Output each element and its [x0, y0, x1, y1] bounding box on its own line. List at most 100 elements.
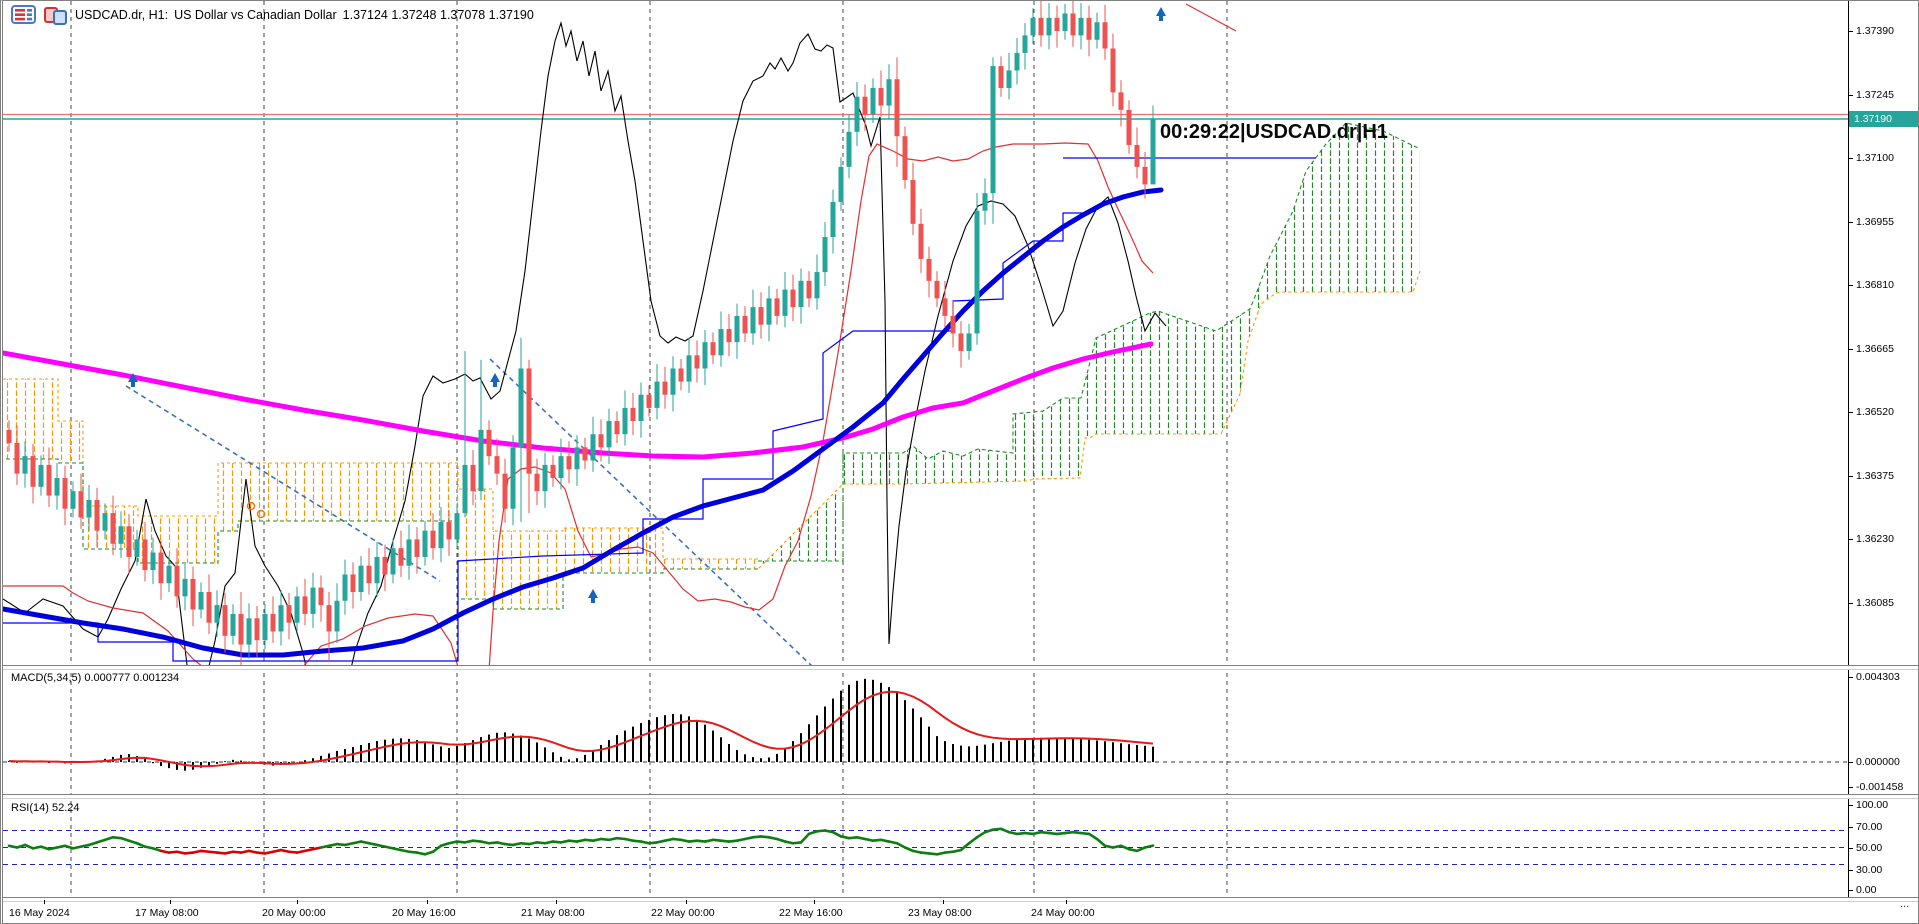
- time-axis-label[interactable]: 21 May 08:00: [521, 907, 585, 919]
- axis-tick: [1848, 475, 1853, 477]
- candle-body: [246, 618, 252, 645]
- candle-body: [1014, 52, 1020, 71]
- price-axis-label: 1.36520: [1856, 406, 1894, 419]
- price-axis-line[interactable]: [1848, 1, 1849, 900]
- candle-body: [382, 556, 388, 575]
- candle-body: [926, 258, 932, 281]
- time-axis-label[interactable]: 22 May 00:00: [651, 907, 715, 919]
- candle-body: [414, 539, 420, 557]
- candle-body: [374, 556, 380, 584]
- candle-body: [1062, 13, 1068, 31]
- symbol-description-label: US Dollar vs Canadian Dollar: [174, 8, 337, 22]
- rsi-line-segment: [791, 841, 803, 845]
- candle-body: [918, 223, 924, 259]
- rsi-line-segment: [871, 838, 883, 843]
- candle-body: [806, 280, 812, 299]
- main-price-panel[interactable]: [3, 1, 1421, 841]
- time-axis-label[interactable]: 16 May 2024: [9, 907, 70, 919]
- rsi-line-segment: [439, 841, 451, 848]
- panel-divider-macd[interactable]: [3, 665, 1918, 670]
- tenkan-sen-line: [3, 142, 1154, 665]
- macd-axis-label: -0.001458: [1856, 781, 1904, 793]
- candle-body: [862, 96, 868, 115]
- candle-body: [1134, 144, 1140, 167]
- chart-windows-icon[interactable]: [43, 5, 69, 25]
- candle-body: [702, 342, 708, 369]
- candle-body: [590, 434, 596, 461]
- candle-body: [1078, 17, 1084, 36]
- rsi-line-segment: [423, 850, 435, 856]
- rsi-line-segment: [719, 839, 731, 843]
- chart-header: USDCAD.dr, H1: US Dollar vs Canadian Dol…: [11, 4, 534, 26]
- rsi-line-segment: [959, 841, 971, 852]
- current-price-badge: 1.37190: [1849, 111, 1918, 127]
- rsi-line-segment: [495, 841, 507, 846]
- candle-body: [662, 381, 668, 395]
- rsi-line-segment: [567, 839, 579, 843]
- candle-body: [846, 131, 852, 167]
- candle-body: [470, 464, 476, 492]
- candle-body: [494, 456, 500, 474]
- macd-axis-label: 0.000000: [1856, 756, 1900, 768]
- time-axis-label[interactable]: 23 May 08:00: [908, 907, 972, 919]
- candle-body: [182, 578, 188, 597]
- macd-panel[interactable]: [3, 678, 1848, 771]
- rsi-line-segment: [583, 838, 595, 843]
- trend-dashed-line: [125, 385, 441, 582]
- time-axis-label[interactable]: 20 May 16:00: [392, 907, 456, 919]
- candle-body: [270, 613, 276, 632]
- candle-body: [134, 539, 140, 557]
- chart-canvas[interactable]: [3, 1, 1919, 924]
- time-axis-label[interactable]: 22 May 16:00: [779, 907, 843, 919]
- panel-divider-rsi[interactable]: [3, 794, 1918, 799]
- candle-body: [1126, 109, 1132, 145]
- candle-body: [894, 79, 900, 137]
- rsi-line-segment: [655, 839, 667, 844]
- price-axis-label: 1.37390: [1856, 25, 1894, 37]
- black-overlay-line: [3, 20, 1167, 665]
- candle-body: [830, 201, 836, 237]
- candle-body: [686, 355, 692, 382]
- rsi-panel[interactable]: [3, 827, 1848, 865]
- candle-body: [1102, 22, 1108, 49]
- candle-body: [390, 548, 396, 575]
- rsi-line-segment: [103, 835, 115, 842]
- time-axis-label[interactable]: 20 May 00:00: [262, 907, 326, 919]
- candle-body: [934, 280, 940, 299]
- axis-tick: [1848, 602, 1853, 604]
- macd-signal-line: [8, 690, 1154, 768]
- time-axis-label[interactable]: 17 May 08:00: [135, 907, 199, 919]
- candle-body: [614, 421, 620, 435]
- candle-body: [774, 298, 780, 316]
- rsi-line-segment: [31, 845, 43, 850]
- candle-body: [1150, 118, 1156, 185]
- rsi-line-segment: [55, 844, 67, 849]
- rsi-line-segment: [623, 837, 635, 843]
- thick-blue-ma: [3, 187, 1164, 658]
- rsi-line-segment: [375, 843, 387, 848]
- candle-body: [606, 421, 612, 448]
- rsi-line-segment: [607, 836, 619, 842]
- candle-body: [150, 552, 156, 571]
- candle-body: [190, 578, 196, 610]
- rsi-line-segment: [351, 840, 363, 845]
- candle-body: [822, 236, 828, 273]
- candle-body: [942, 298, 948, 316]
- candle-body: [142, 539, 148, 571]
- magenta-slow-ma: [3, 341, 1154, 460]
- candle-body: [1038, 17, 1044, 36]
- time-axis-label[interactable]: 24 May 00:00: [1031, 907, 1095, 919]
- quotes-list-icon[interactable]: [11, 5, 37, 25]
- candle-body: [366, 565, 372, 584]
- candle-body: [254, 618, 260, 641]
- candle-body: [694, 355, 700, 369]
- rsi-line-segment: [887, 840, 899, 845]
- rsi-line-segment: [239, 849, 251, 854]
- candle-body: [198, 591, 204, 610]
- rsi-line-segment: [1127, 847, 1139, 853]
- candle-body: [510, 447, 516, 509]
- candle-body: [974, 210, 980, 334]
- candle-body: [550, 464, 556, 479]
- rsi-line-segment: [327, 842, 339, 848]
- rsi-line-segment: [751, 835, 763, 839]
